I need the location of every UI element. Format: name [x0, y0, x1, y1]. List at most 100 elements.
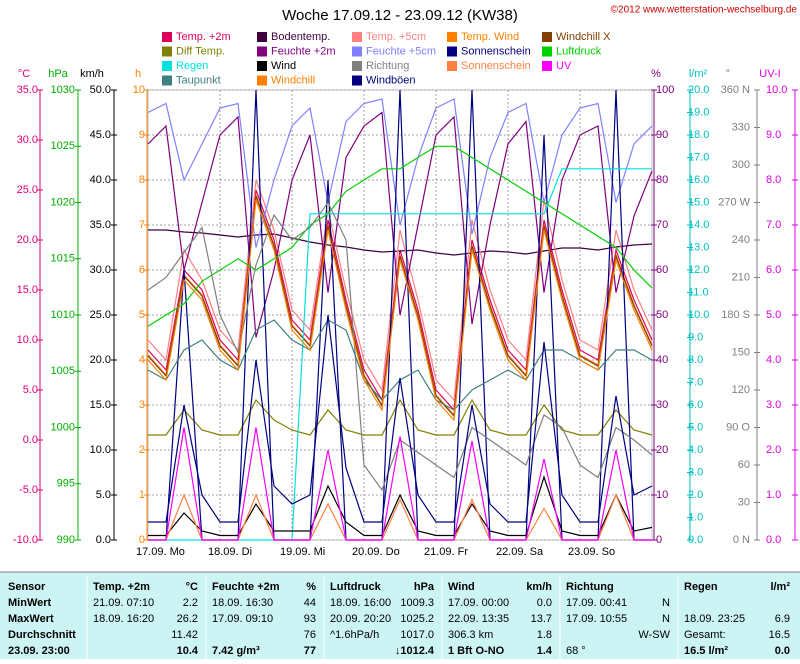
- table-cell: 17.09. 10:55: [566, 613, 627, 625]
- table-cell: ↓1012.4: [395, 645, 435, 657]
- y-tick-label: 1005: [51, 365, 75, 377]
- table-cell: 17.09. 00:00: [448, 597, 509, 609]
- legend-swatch: [352, 61, 362, 71]
- legend-swatch: [257, 75, 267, 86]
- legend-label: Sonnenschein: [461, 45, 531, 57]
- y-tick-label: 5.0: [766, 309, 781, 321]
- table-header: hPa: [414, 581, 435, 593]
- axis-unit: l/m²: [689, 68, 708, 80]
- axis-unit: °C: [18, 68, 30, 80]
- table-header: Sensor: [8, 581, 46, 593]
- x-tick-label: 22.09. Sa: [496, 546, 544, 558]
- y-tick-label: 995: [57, 478, 75, 490]
- legend-swatch: [257, 61, 267, 71]
- x-tick-label: 23.09. So: [568, 546, 615, 558]
- y-tick-label: 0: [139, 534, 145, 546]
- y-tick-label: 8: [139, 174, 145, 186]
- y-tick-label: 120: [732, 384, 750, 396]
- table-cell: 7.42 g/m³: [212, 645, 260, 657]
- table-cell: 1017.0: [400, 629, 434, 641]
- y-tick-label: 35.0: [90, 219, 111, 231]
- legend-swatch: [542, 32, 552, 42]
- y-tick-label: 300: [732, 159, 750, 171]
- y-tick-label: 180 S: [721, 309, 750, 321]
- chart-title: Woche 17.09.12 - 23.09.12 (KW38): [282, 7, 518, 24]
- table-cell: 1025.2: [400, 613, 434, 625]
- table-cell: 6.9: [775, 613, 790, 625]
- y-tick-label: 15.0: [90, 399, 111, 411]
- y-tick-label: 4.0: [766, 354, 781, 366]
- y-tick-label: 9: [139, 129, 145, 141]
- table-cell: N: [662, 613, 670, 625]
- y-tick-label: 10.0: [688, 309, 709, 321]
- y-tick-label: 20: [656, 444, 668, 456]
- y-tick-label: 240: [732, 234, 750, 246]
- y-tick-label: 9.0: [766, 129, 781, 141]
- table-cell: 11.42: [171, 629, 198, 641]
- table-cell: N: [662, 597, 670, 609]
- legend-label: Luftdruck: [556, 45, 602, 57]
- y-tick-label: 10: [133, 84, 145, 96]
- y-tick-label: 270 W: [718, 196, 750, 208]
- y-tick-label: 3.0: [688, 466, 703, 478]
- y-tick-label: 13.0: [688, 241, 709, 253]
- table-cell: 10.4: [177, 645, 199, 657]
- y-tick-label: 90: [656, 129, 668, 141]
- table-cell: 20.09. 20:20: [330, 613, 391, 625]
- y-tick-label: 1.0: [688, 511, 703, 523]
- y-tick-label: 18.0: [688, 129, 709, 141]
- legend-label: Temp. +2m: [176, 31, 231, 43]
- y-tick-label: 330: [732, 121, 750, 133]
- y-tick-label: 45.0: [90, 129, 111, 141]
- y-tick-label: 1020: [51, 196, 75, 208]
- y-tick-label: 4.0: [688, 444, 703, 456]
- table-cell: 18.09. 16:30: [212, 597, 273, 609]
- y-tick-label: 30: [738, 496, 750, 508]
- series-line: [147, 111, 653, 338]
- legend-swatch: [447, 61, 457, 71]
- legend-label: Regen: [176, 60, 208, 72]
- y-tick-label: 150: [732, 346, 750, 358]
- legend-swatch: [447, 46, 457, 57]
- series-line: [147, 98, 653, 248]
- y-tick-label: 12.0: [688, 264, 709, 276]
- series-line: [147, 189, 653, 412]
- table-cell: 0.0: [537, 597, 552, 609]
- y-tick-label: 1: [139, 489, 145, 501]
- y-tick-label: -10.0: [13, 534, 38, 546]
- table-cell: 18.09. 23:25: [684, 613, 745, 625]
- y-tick-label: 8.0: [688, 354, 703, 366]
- y-tick-label: 0.0: [96, 534, 111, 546]
- table-cell: 18.09. 16:20: [93, 613, 154, 625]
- legend-swatch: [257, 46, 267, 57]
- table-cell: 13.7: [531, 613, 552, 625]
- y-tick-label: 0.0: [766, 534, 781, 546]
- legend-label: Feuchte +2m: [271, 45, 336, 57]
- y-tick-label: 1000: [51, 421, 75, 433]
- y-tick-label: 35.0: [17, 84, 38, 96]
- y-tick-label: 2.0: [688, 489, 703, 501]
- legend-swatch: [162, 46, 172, 57]
- x-tick-label: 21.09. Fr: [424, 546, 468, 558]
- y-tick-label: 60: [738, 459, 750, 471]
- axis-unit: km/h: [80, 68, 104, 80]
- y-tick-label: 5: [139, 309, 145, 321]
- table-background: [0, 572, 800, 659]
- table-cell: 93: [304, 613, 316, 625]
- series-line: [148, 475, 653, 537]
- y-tick-label: 10.0: [90, 444, 111, 456]
- series-line: [147, 179, 653, 402]
- table-cell: W-SW: [638, 629, 670, 641]
- y-tick-label: 30.0: [90, 264, 111, 276]
- y-tick-label: 15.0: [17, 284, 38, 296]
- legend-swatch: [162, 32, 172, 42]
- y-tick-label: 60: [656, 264, 668, 276]
- legend-swatch: [542, 61, 552, 71]
- axis-unit: h: [135, 68, 141, 80]
- legend-label: UV: [556, 60, 572, 72]
- y-tick-label: 3: [139, 399, 145, 411]
- table-cell: 21.09. 07:10: [93, 597, 154, 609]
- table-cell: 16.5: [769, 629, 790, 641]
- copyright: ©2012 www.wetterstation-wechselburg.de: [611, 5, 798, 16]
- table-header: Temp. +2m: [93, 581, 150, 593]
